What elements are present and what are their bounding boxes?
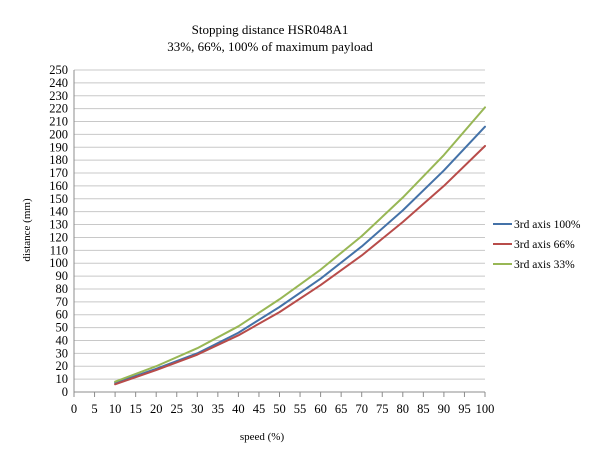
y-tick-label: 210 bbox=[49, 115, 68, 129]
y-tick-label: 230 bbox=[49, 89, 68, 103]
x-tick-label: 50 bbox=[273, 402, 286, 416]
x-tick-label: 30 bbox=[191, 402, 204, 416]
x-tick-label: 60 bbox=[314, 402, 327, 416]
x-tick-labels: 0 5 10 15 20 25 30 35 40 45 50 55 60 65 70 75 80 85 90 95 10… bbox=[71, 402, 495, 416]
y-tick-label: 70 bbox=[56, 295, 69, 309]
x-tick-label: 40 bbox=[232, 402, 245, 416]
chart-subtitle: 33%, 66%, 100% of maximum payload bbox=[167, 39, 373, 54]
x-tick-label: 75 bbox=[376, 402, 389, 416]
y-tick-label: 150 bbox=[49, 192, 68, 206]
legend-label: 3rd axis 33% bbox=[514, 259, 575, 271]
series-line-1 bbox=[114, 125, 486, 384]
x-tick-label: 55 bbox=[294, 402, 307, 416]
legend: 3rd axis 100% 3rd axis 66% 3rd axis 33% bbox=[493, 219, 581, 271]
x-tick-label: 100 bbox=[476, 402, 495, 416]
x-tick-label: 10 bbox=[109, 402, 122, 416]
series-lines bbox=[114, 106, 486, 386]
x-tick-label: 80 bbox=[397, 402, 410, 416]
y-axis-label: distance (mm) bbox=[21, 198, 33, 262]
y-tick-label: 10 bbox=[56, 372, 69, 386]
legend-label: 3rd axis 100% bbox=[514, 219, 581, 231]
y-tick-label: 110 bbox=[50, 243, 68, 257]
y-tick-label: 80 bbox=[56, 282, 69, 296]
y-tick-label: 160 bbox=[49, 179, 68, 193]
x-tick-label: 70 bbox=[355, 402, 368, 416]
axes bbox=[73, 70, 486, 397]
series-line-3 bbox=[114, 106, 486, 383]
y-tick-label: 130 bbox=[49, 218, 68, 232]
x-tick-label: 45 bbox=[253, 402, 266, 416]
x-tick-label: 0 bbox=[71, 402, 77, 416]
y-tick-label: 0 bbox=[62, 385, 68, 399]
series-line-2 bbox=[114, 144, 486, 386]
x-tick-label: 90 bbox=[438, 402, 451, 416]
legend-label: 3rd axis 66% bbox=[514, 239, 575, 251]
x-tick-label: 15 bbox=[129, 402, 142, 416]
y-tick-label: 240 bbox=[49, 76, 68, 90]
y-tick-label: 140 bbox=[49, 205, 68, 219]
y-tick-label: 100 bbox=[49, 256, 68, 270]
y-tick-label: 30 bbox=[56, 346, 69, 360]
x-tick-label: 25 bbox=[171, 402, 184, 416]
y-tick-label: 120 bbox=[49, 230, 68, 244]
grid-lines bbox=[74, 69, 485, 380]
x-axis-label: speed (%) bbox=[240, 431, 285, 443]
x-tick-label: 20 bbox=[150, 402, 163, 416]
y-tick-label: 250 bbox=[49, 63, 68, 77]
chart-title: Stopping distance HSR048A1 bbox=[192, 22, 349, 37]
y-tick-label: 200 bbox=[49, 127, 68, 141]
y-tick-label: 170 bbox=[49, 166, 68, 180]
y-tick-labels: 0102030405060708090100110120130140150160… bbox=[49, 63, 68, 399]
y-tick-label: 220 bbox=[49, 102, 68, 116]
y-tick-label: 90 bbox=[56, 269, 69, 283]
y-tick-label: 60 bbox=[56, 308, 69, 322]
y-tick-label: 180 bbox=[49, 153, 68, 167]
y-tick-label: 50 bbox=[56, 321, 69, 335]
x-tick-label: 95 bbox=[458, 402, 471, 416]
y-tick-label: 20 bbox=[56, 359, 69, 373]
y-tick-label: 190 bbox=[49, 140, 68, 154]
x-tick-label: 85 bbox=[417, 402, 430, 416]
x-tick-label: 35 bbox=[212, 402, 225, 416]
x-tick-label: 65 bbox=[335, 402, 348, 416]
y-tick-label: 40 bbox=[56, 333, 69, 347]
x-tick-label: 5 bbox=[91, 402, 97, 416]
